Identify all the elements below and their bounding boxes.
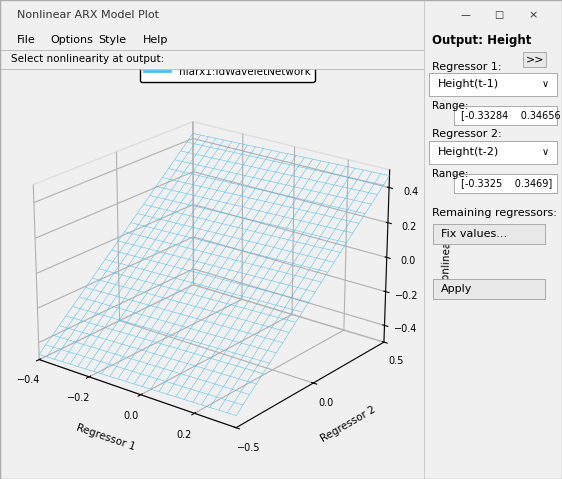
- Text: Height: Height: [177, 55, 214, 65]
- Text: Options: Options: [51, 35, 93, 45]
- Text: ∨: ∨: [542, 80, 549, 89]
- Text: File: File: [17, 35, 35, 45]
- Text: Select nonlinearity at output:: Select nonlinearity at output:: [11, 55, 165, 64]
- Y-axis label: Regressor 2: Regressor 2: [319, 405, 378, 444]
- Text: Remaining regressors:: Remaining regressors:: [432, 208, 556, 218]
- Text: Output: Height: Output: Height: [432, 34, 531, 46]
- Text: Range:: Range:: [432, 101, 468, 111]
- Text: Apply: Apply: [441, 285, 472, 294]
- Title: Output: Height: Output: Height: [149, 57, 266, 71]
- Text: Help: Help: [143, 35, 169, 45]
- Legend: nlarx1:idWaveletNetwork: nlarx1:idWaveletNetwork: [140, 62, 315, 81]
- Text: ×: ×: [528, 10, 538, 20]
- Text: Regressor 1:: Regressor 1:: [432, 62, 501, 72]
- Text: Height(t-2): Height(t-2): [438, 148, 499, 157]
- Text: Fix values...: Fix values...: [441, 229, 507, 239]
- Text: Regressor 2:: Regressor 2:: [432, 129, 501, 139]
- X-axis label: Regressor 1: Regressor 1: [75, 423, 137, 453]
- Text: ∨: ∨: [542, 148, 549, 157]
- Text: Nonlinear ARX Model Plot: Nonlinear ARX Model Plot: [17, 10, 159, 20]
- Text: □: □: [495, 10, 504, 20]
- Text: >>: >>: [525, 55, 544, 64]
- Text: Range:: Range:: [432, 169, 468, 179]
- Text: ∨: ∨: [288, 55, 294, 65]
- Text: [-0.33284    0.34656: [-0.33284 0.34656: [461, 111, 561, 120]
- Text: [-0.3325    0.3469]: [-0.3325 0.3469]: [461, 179, 552, 188]
- Text: Height(t-1): Height(t-1): [438, 80, 499, 89]
- Text: —: —: [461, 10, 470, 20]
- Text: Style: Style: [98, 35, 126, 45]
